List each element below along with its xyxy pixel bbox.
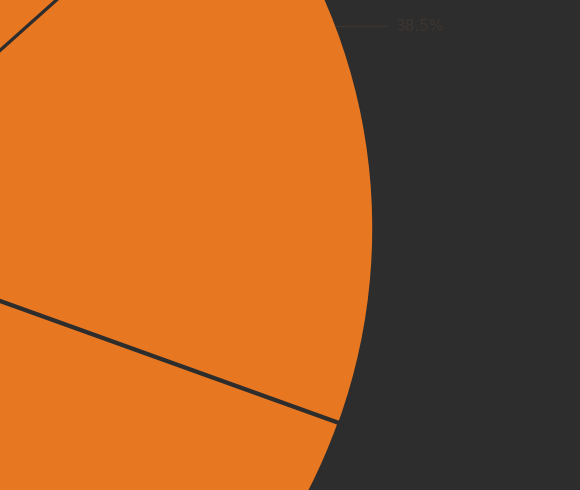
Wedge shape — [0, 230, 338, 490]
Text: 38.5%: 38.5% — [396, 19, 444, 33]
Wedge shape — [0, 0, 17, 227]
Wedge shape — [0, 0, 227, 227]
Wedge shape — [0, 0, 374, 422]
